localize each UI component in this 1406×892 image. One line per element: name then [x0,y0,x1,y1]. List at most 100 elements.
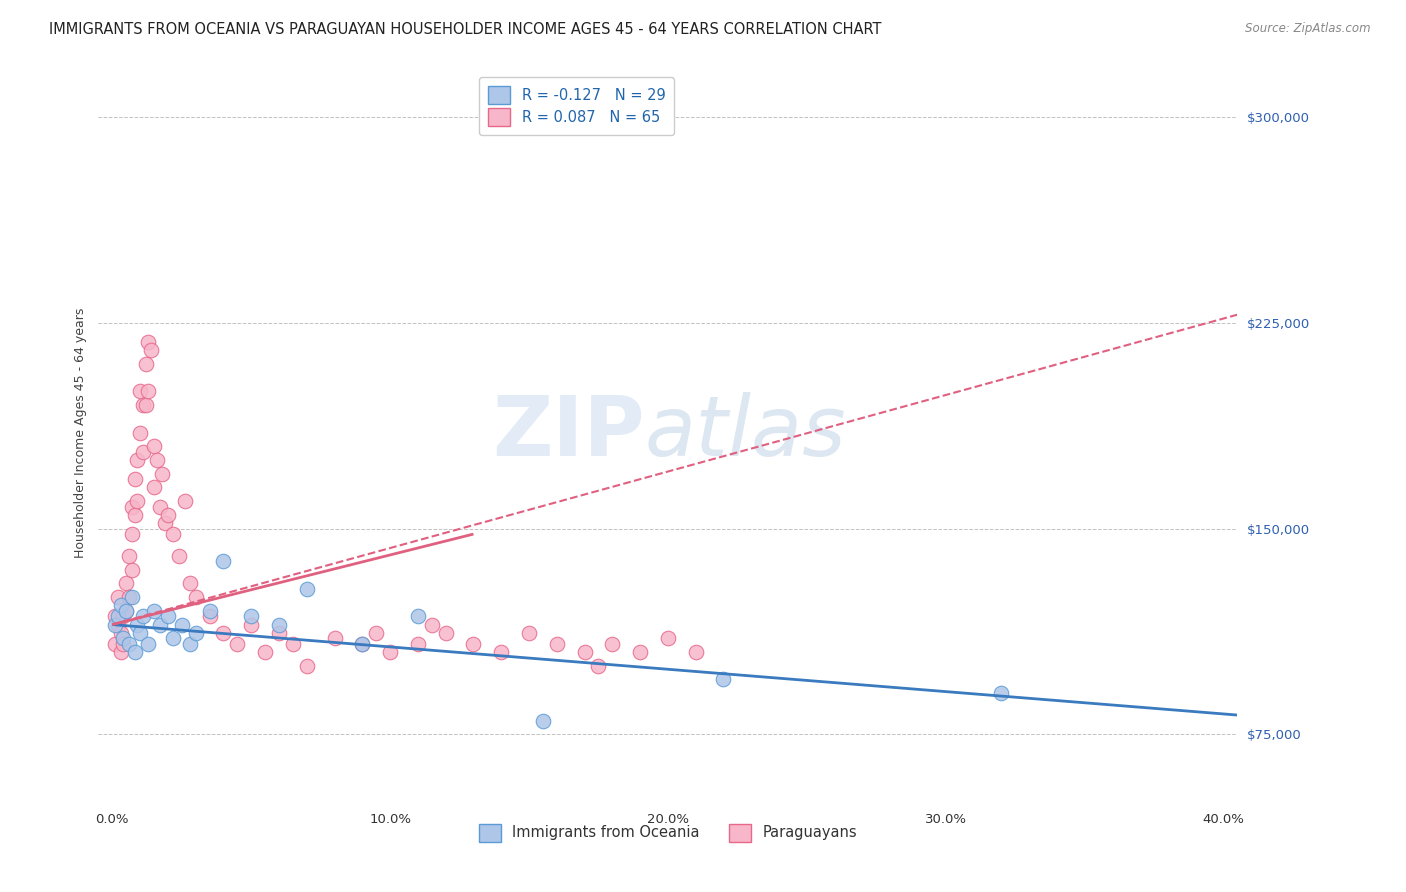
Point [115,604,138,618]
Point [141,343,163,358]
Point [366,625,388,640]
Point [118,637,141,651]
Point [378,645,401,659]
Point [143,480,166,494]
Point [463,637,485,651]
Point [267,625,290,640]
Point [104,609,127,624]
Point [110,625,132,640]
Point [295,658,318,673]
Point [434,625,457,640]
Point [132,445,155,459]
Point [167,549,190,563]
Point [148,617,170,632]
Point [121,500,143,514]
Text: atlas: atlas [645,392,846,473]
Point [240,609,263,624]
Point [406,637,429,651]
Point [179,576,201,591]
Point [281,637,304,651]
Point [713,673,735,687]
Point [162,527,184,541]
Point [124,472,146,486]
Point [150,467,173,481]
Point [489,645,512,659]
Point [138,384,160,399]
Point [135,357,157,371]
Point [267,617,290,632]
Point [517,625,540,640]
Point [127,617,149,632]
Point [156,609,179,624]
Point [129,625,152,640]
Text: Source: ZipAtlas.com: Source: ZipAtlas.com [1246,22,1371,36]
Point [127,494,149,508]
Point [121,563,143,577]
Point [107,609,129,624]
Point [156,508,179,522]
Point [170,617,193,632]
Point [352,637,374,651]
Point [132,398,155,412]
Point [323,632,346,646]
Point [531,714,554,728]
Point [121,590,143,604]
Point [148,500,170,514]
Point [143,604,166,618]
Legend: Immigrants from Oceania, Paraguayans: Immigrants from Oceania, Paraguayans [472,818,863,847]
Point [588,658,610,673]
Point [118,590,141,604]
Point [546,637,568,651]
Point [124,508,146,522]
Point [112,632,135,646]
Point [118,549,141,563]
Point [138,335,160,350]
Point [600,637,623,651]
Point [115,604,138,618]
Point [127,453,149,467]
Point [129,384,152,399]
Point [107,590,129,604]
Point [110,645,132,659]
Text: ZIP: ZIP [492,392,645,473]
Point [153,516,176,530]
Point [685,645,707,659]
Point [173,494,195,508]
Point [254,645,277,659]
Point [574,645,596,659]
Point [107,617,129,632]
Point [990,686,1012,700]
Point [112,637,135,651]
Point [121,527,143,541]
Point [295,582,318,596]
Point [138,637,160,651]
Point [135,398,157,412]
Point [124,645,146,659]
Point [657,632,679,646]
Point [198,609,221,624]
Point [352,637,374,651]
Point [132,609,155,624]
Point [184,590,207,604]
Point [110,599,132,613]
Y-axis label: Householder Income Ages 45 - 64 years: Householder Income Ages 45 - 64 years [75,308,87,558]
Point [143,439,166,453]
Point [184,625,207,640]
Point [129,425,152,440]
Point [212,554,235,568]
Point [162,632,184,646]
Point [104,637,127,651]
Point [240,617,263,632]
Point [179,637,201,651]
Point [112,609,135,624]
Point [104,617,127,632]
Point [406,609,429,624]
Point [420,617,443,632]
Point [115,576,138,591]
Point [198,604,221,618]
Point [628,645,651,659]
Point [226,637,249,651]
Point [212,625,235,640]
Text: IMMIGRANTS FROM OCEANIA VS PARAGUAYAN HOUSEHOLDER INCOME AGES 45 - 64 YEARS CORR: IMMIGRANTS FROM OCEANIA VS PARAGUAYAN HO… [49,22,882,37]
Point [145,453,167,467]
